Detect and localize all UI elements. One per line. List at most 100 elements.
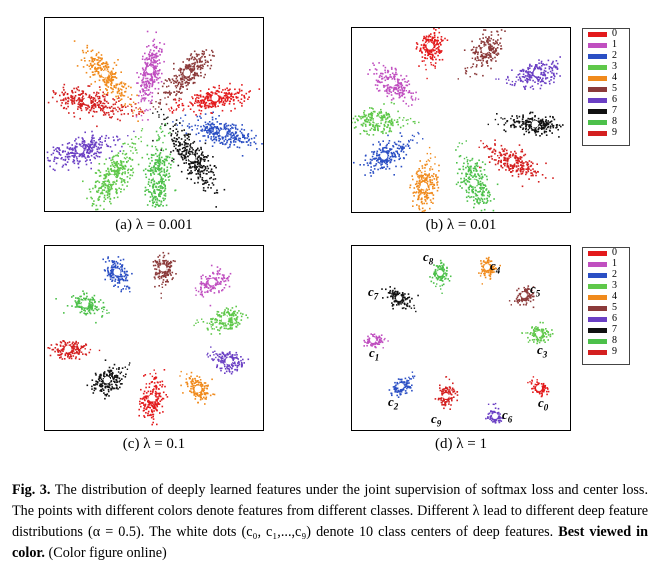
point-class-6 [551,62,554,64]
point-class-4 [130,86,132,89]
point-class-1 [145,63,147,65]
point-class-9 [62,99,64,101]
point-class-6 [91,147,93,149]
point-class-5 [191,77,193,80]
point-class-8 [159,204,161,207]
point-class-4 [80,59,83,61]
point-class-7 [183,134,186,136]
point-class-5 [186,88,188,90]
point-class-2 [210,130,212,133]
point-class-6 [81,155,83,158]
point-class-7 [528,124,530,126]
stray-point-class-7 [528,127,531,129]
point-class-7 [533,129,535,131]
point-class-1 [153,68,156,70]
point-class-0 [208,105,211,107]
point-class-4 [412,192,415,194]
point-class-3 [109,165,112,167]
point-class-9 [92,110,95,113]
point-class-5 [480,40,483,42]
point-class-1 [155,45,158,48]
point-class-1 [381,75,383,78]
point-class-1 [153,60,155,63]
point-class-8 [158,181,161,184]
stray-point-class-5 [151,102,153,104]
stray-point-class-9 [94,100,96,102]
stray-point-class-8 [159,153,161,155]
point-class-7 [538,126,540,129]
point-class-8 [150,179,153,182]
point-class-6 [96,155,99,158]
stray-point-class-4 [131,94,133,96]
point-class-5 [481,62,483,64]
point-class-1 [151,95,153,98]
point-class-2 [233,124,235,126]
point-class-4 [433,187,436,189]
point-class-0 [431,42,434,44]
point-class-1 [158,72,160,75]
point-class-0 [209,103,211,105]
point-class-3 [117,155,119,157]
point-class-5 [211,54,214,57]
point-class-4 [136,94,138,97]
point-class-1 [394,84,396,86]
point-class-8 [152,178,155,180]
scatter-a [46,30,263,211]
point-class-7 [547,126,549,129]
point-class-4 [416,182,418,185]
point-class-9 [114,107,116,110]
point-class-5 [490,59,493,62]
point-class-7 [526,123,528,126]
point-class-9 [80,105,82,107]
point-class-1 [387,77,389,80]
point-class-9 [509,165,512,167]
point-class-5 [470,49,473,51]
point-class-7 [549,130,551,132]
point-class-8 [169,153,172,156]
point-class-9 [494,149,497,152]
stray-point-class-1 [145,86,147,88]
point-class-4 [427,196,430,199]
point-class-7 [194,169,196,172]
stray-point-class-3 [121,168,124,171]
point-class-0 [232,96,234,98]
point-class-2 [225,132,228,135]
point-class-7 [545,134,548,136]
point-class-1 [411,98,414,101]
point-class-2 [364,174,366,176]
point-class-8 [165,174,168,176]
point-class-5 [463,49,466,51]
point-class-7 [541,118,544,121]
point-class-6 [101,141,103,144]
point-class-1 [153,65,155,68]
point-class-7 [179,144,181,147]
point-class-3 [396,121,399,123]
point-class-6 [555,65,557,68]
point-class-0 [235,92,237,95]
point-class-9 [516,161,519,164]
point-class-1 [150,72,153,75]
stray-point-class-0 [210,97,212,99]
point-class-3 [98,163,101,165]
point-class-3 [370,114,372,116]
point-class-0 [202,101,205,103]
point-class-7 [171,140,174,142]
point-class-6 [76,152,78,154]
point-class-5 [187,67,189,70]
point-class-9 [82,102,85,104]
stray-point-class-0 [425,51,427,53]
point-class-8 [157,186,160,188]
point-class-5 [194,61,196,64]
point-class-0 [199,112,202,115]
point-class-9 [87,85,89,87]
point-class-3 [111,161,113,164]
point-class-9 [488,156,490,158]
stray-point-class-0 [428,52,430,55]
point-class-1 [367,73,369,75]
point-class-9 [82,92,84,94]
point-class-7 [216,192,219,194]
point-class-0 [204,98,206,101]
point-class-2 [379,162,381,164]
stray-point-class-0 [434,67,436,69]
point-class-8 [162,160,165,163]
